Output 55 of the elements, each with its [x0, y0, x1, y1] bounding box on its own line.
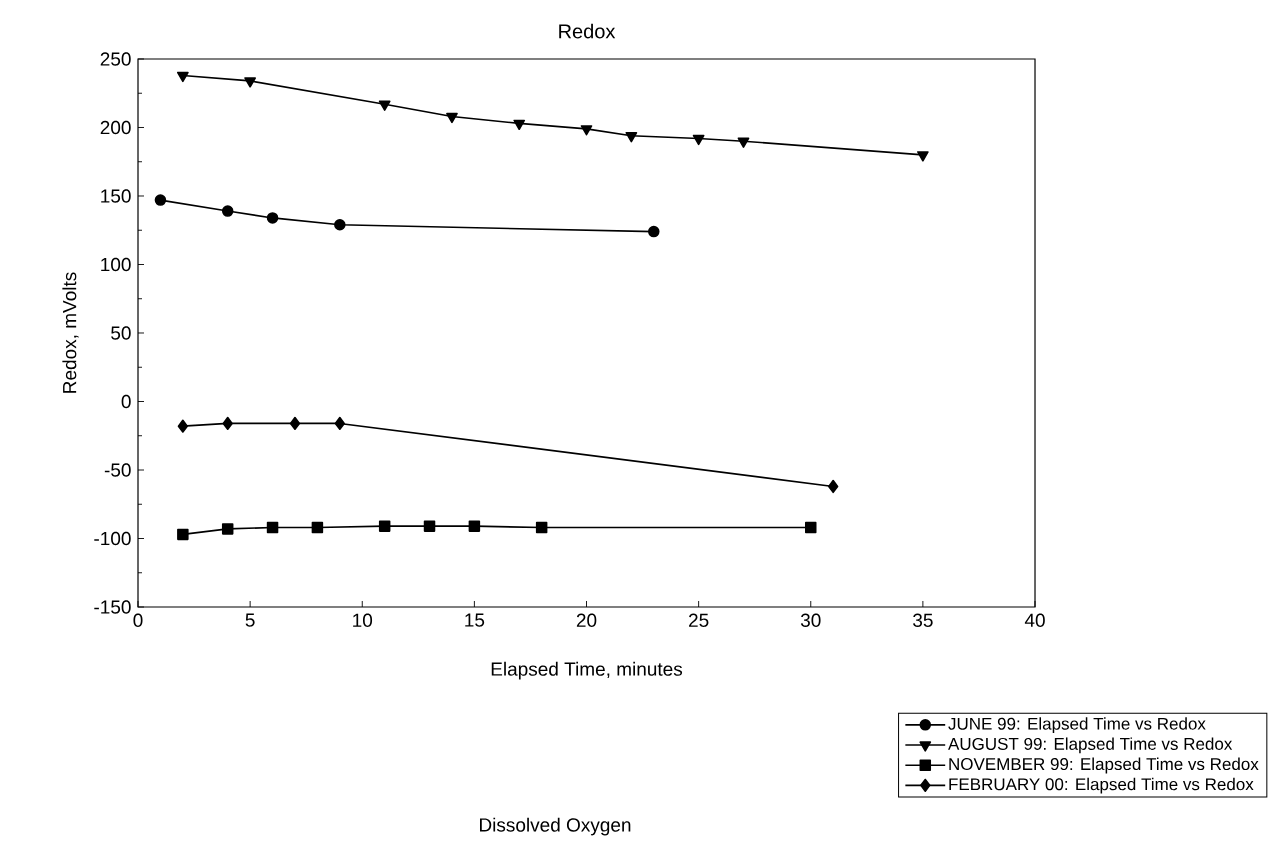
x-tick-label: 20: [576, 613, 597, 627]
point: [917, 151, 929, 162]
point: [827, 479, 839, 494]
point: [311, 521, 324, 534]
point: [423, 520, 436, 532]
legend-label: AUGUST 99: Elapsed Time vs Redox: [948, 737, 1233, 754]
point: [289, 416, 301, 431]
y-tick-label: 50: [111, 326, 131, 340]
x-tick-label: 30: [800, 613, 821, 627]
legend-label: JUNE 99: Elapsed Time vs Redox: [948, 717, 1206, 734]
point: [737, 137, 750, 148]
x-tick-label: 15: [465, 613, 485, 627]
point: [222, 416, 233, 431]
point: [266, 212, 279, 224]
legend-label: NOVEMBER 99: Elapsed Time vs Redox: [949, 757, 1259, 774]
point: [535, 521, 548, 534]
x-tick-label: 25: [689, 613, 709, 627]
text: Dissolved Oxygen: [480, 817, 631, 836]
y-tick-label: 250: [100, 52, 131, 66]
point: [625, 131, 638, 143]
chart-title: Redox: [559, 23, 616, 39]
y-tick-label: 150: [101, 189, 131, 203]
x-tick-label: 0: [133, 613, 143, 627]
x-tick-label: 40: [1024, 613, 1045, 627]
point: [692, 134, 705, 146]
y-tick-label: 100: [101, 257, 131, 272]
point: [221, 205, 234, 217]
point: [805, 521, 817, 534]
point: [334, 219, 346, 231]
point: [580, 125, 593, 136]
x-tick-label: 5: [245, 613, 255, 627]
point: [334, 416, 346, 431]
point: [446, 112, 458, 124]
point: [378, 100, 391, 111]
point: [266, 521, 279, 534]
x-tick-label: 10: [353, 613, 373, 627]
y-tick-label: 0: [121, 394, 131, 409]
point: [176, 71, 189, 83]
point: [378, 520, 391, 532]
point: [513, 119, 526, 131]
point: [177, 528, 189, 541]
point: [468, 520, 481, 532]
x-axis-title: Elapsed Time, minutes: [491, 661, 683, 680]
y-tick-label: 200: [100, 120, 131, 135]
point: [154, 194, 167, 206]
point: [177, 419, 189, 433]
legend-label: FEBRUARY 00: Elapsed Time vs Redox: [949, 777, 1254, 794]
y-axis-title: Redox, mVolts: [62, 272, 79, 393]
point: [648, 225, 660, 238]
y-tick-label: -150: [94, 600, 131, 614]
y-tick-label: -100: [94, 531, 131, 546]
point: [244, 77, 256, 88]
point: [221, 523, 234, 535]
y-tick-label: -50: [104, 463, 131, 477]
x-tick-label: 35: [913, 613, 933, 627]
